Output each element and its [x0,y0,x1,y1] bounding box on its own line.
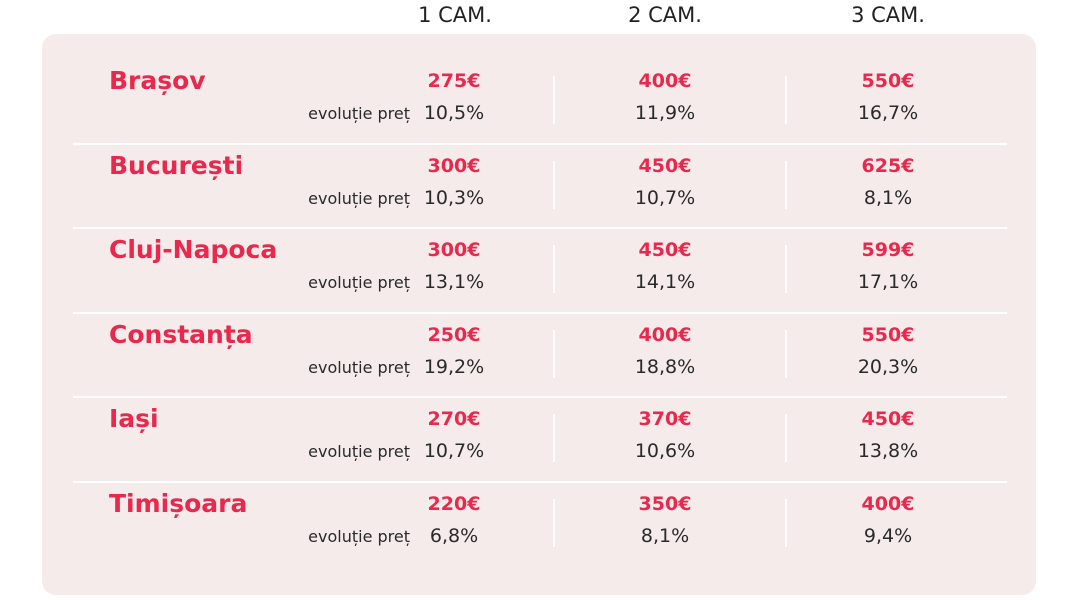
column-divider [553,160,555,209]
column-divider [785,414,787,462]
column-header-3-rooms: 3 CAM. [851,3,925,27]
price-1-room: 275€ [427,70,481,92]
column-divider [553,498,555,547]
price-3-room: 550€ [861,323,915,346]
price-change-1-room: 13,1% [423,271,485,293]
table-panel: Brașov evoluție preț 275€ 10,5% 400€ 11,9% 550… [42,34,1036,595]
price-change-1-room: 10,5% [423,102,485,124]
table-row: Timișoara evoluție preț 220€ 6,8% 350€ 8,1% 40… [42,452,1036,547]
price-change-3-room: 9,4% [863,524,913,547]
price-3-room: 550€ [861,70,915,92]
price-evolution-label: evoluție preț [308,273,410,292]
price-evolution-label: evoluție preț [308,442,410,461]
price-1-room: 300€ [427,154,481,177]
table-row: București evoluție preț 300€ 10,3% 450€ 10,7%… [42,114,1036,209]
column-divider [785,498,787,547]
price-change-1-room: 10,7% [423,440,485,462]
column-divider [785,245,787,293]
row-divider [73,480,1007,483]
column-divider [553,329,555,378]
row-divider [73,396,1007,398]
price-change-3-room: 20,3% [857,355,919,378]
price-change-3-room: 13,8% [857,440,919,462]
price-change-3-room: 8,1% [863,186,913,209]
price-change-1-room: 6,8% [429,524,479,547]
column-divider [785,160,787,209]
table-row: Iași evoluție preț 270€ 10,7% 370€ 10,6% 450€ 1… [42,367,1036,462]
city-name: Cluj-Napoca [109,235,278,264]
price-2-room: 400€ [638,70,692,92]
table-row: Cluj-Napoca evoluție preț 300€ 13,1% 450€ 14,… [42,198,1036,293]
column-divider [553,245,555,293]
price-1-room: 270€ [427,408,481,430]
column-divider [785,76,787,124]
row-divider [73,142,1007,145]
price-change-3-room: 17,1% [857,271,919,293]
price-change-2-room: 11,9% [634,102,696,124]
price-2-room: 450€ [638,239,692,261]
city-name: Brașov [109,66,206,95]
price-evolution-label: evoluție preț [308,188,410,208]
price-1-room: 250€ [427,323,481,346]
price-2-room: 350€ [638,492,692,515]
price-change-2-room: 10,6% [634,440,696,462]
price-3-room: 599€ [861,239,915,261]
city-name: Timișoara [109,488,248,518]
price-1-room: 220€ [427,492,481,515]
column-divider [553,414,555,462]
column-divider [553,76,555,124]
price-evolution-label: evoluție preț [308,357,410,377]
column-header-2-rooms: 2 CAM. [628,3,702,27]
price-3-room: 400€ [861,492,915,515]
price-change-2-room: 10,7% [634,186,696,209]
city-name: București [109,150,244,180]
price-change-1-room: 10,3% [423,186,485,209]
city-name: Iași [109,404,159,433]
price-change-2-room: 18,8% [634,355,696,378]
row-divider [73,227,1007,229]
table-row: Constanța evoluție preț 250€ 19,2% 400€ 18,8%… [42,283,1036,378]
price-2-room: 370€ [638,408,692,430]
column-header-1-room: 1 CAM. [418,3,492,27]
column-divider [785,329,787,378]
row-divider [73,311,1007,314]
price-3-room: 625€ [861,154,915,177]
price-evolution-label: evoluție preț [308,104,410,123]
price-2-room: 450€ [638,154,692,177]
price-change-3-room: 16,7% [857,102,919,124]
price-1-room: 300€ [427,239,481,261]
price-change-2-room: 8,1% [640,524,690,547]
price-change-2-room: 14,1% [634,271,696,293]
price-change-1-room: 19,2% [423,355,485,378]
table-row: Brașov evoluție preț 275€ 10,5% 400€ 11,9% 550… [42,29,1036,124]
price-2-room: 400€ [638,323,692,346]
price-evolution-label: evoluție preț [308,526,410,546]
price-3-room: 450€ [861,408,915,430]
city-name: Constanța [109,319,253,349]
